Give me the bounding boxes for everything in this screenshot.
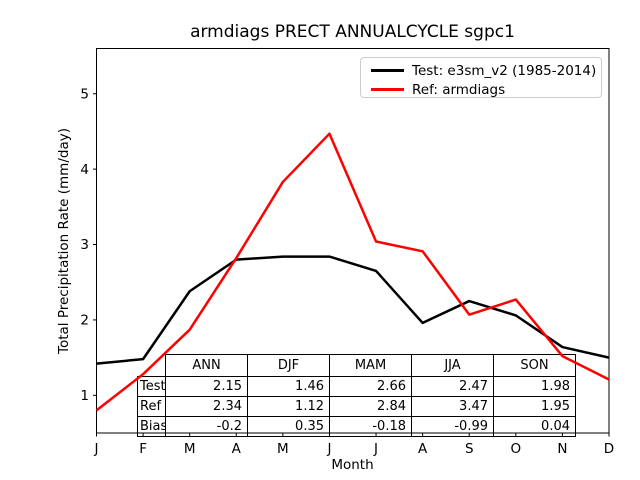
table-cell: 2.15 — [165, 376, 248, 397]
chart-title: armdiags PRECT ANNUALCYCLE sgpc1 — [190, 22, 515, 42]
table-cell: 2.84 — [329, 396, 412, 417]
x-tick-label: F — [139, 441, 147, 457]
table-row-label: Ref — [137, 396, 166, 417]
table-row-bias: Bias -0.2 0.35 -0.18 -0.99 0.04 — [137, 416, 576, 437]
table-header-row: ANN DJF MAM JJA SON — [138, 354, 576, 377]
table-row-ref: Ref 2.34 1.12 2.84 3.47 1.95 — [137, 396, 576, 417]
table-corner-cell — [138, 355, 166, 377]
x-axis-label: Month — [331, 457, 374, 473]
seasonal-stats-table: ANN DJF MAM JJA SON Test 2.15 1.46 2.66 … — [137, 354, 576, 437]
table-cell: -0.99 — [411, 416, 494, 437]
x-tick-label: D — [604, 441, 614, 457]
table-cell: 0.04 — [493, 416, 576, 437]
table-cell: 3.47 — [411, 396, 494, 417]
x-tick-label: N — [557, 441, 567, 457]
table-header-son: SON — [493, 354, 576, 377]
table-cell: 1.98 — [493, 376, 576, 397]
y-tick-label: 1 — [80, 388, 89, 404]
table-header-jja: JJA — [411, 354, 494, 377]
legend-line-sample-test — [371, 69, 404, 72]
table-cell: 2.66 — [329, 376, 412, 397]
table-cell: -0.18 — [329, 416, 412, 437]
x-tick-label: A — [232, 441, 242, 457]
table-header-ann: ANN — [165, 354, 248, 377]
table-cell: 2.47 — [411, 376, 494, 397]
legend-line-sample-ref — [371, 88, 404, 91]
legend-item-test: Test: e3sm_v2 (1985-2014) — [371, 61, 601, 80]
legend-item-ref: Ref: armdiags — [371, 80, 601, 99]
x-tick-label: M — [277, 441, 289, 457]
x-tick-label: S — [465, 441, 474, 457]
table-cell: 0.35 — [247, 416, 330, 437]
series-line-test — [96, 255, 610, 365]
y-axis-label: Total Precipitation Rate (mm/day) — [56, 128, 72, 354]
table-cell: -0.2 — [165, 416, 248, 437]
x-tick-label: M — [184, 441, 196, 457]
y-tick-label: 4 — [80, 162, 89, 178]
y-tick-label: 2 — [80, 313, 89, 329]
x-tick-label: J — [373, 441, 378, 457]
legend-label-ref: Ref: armdiags — [412, 81, 506, 98]
table-cell: 1.95 — [493, 396, 576, 417]
table-row-label: Bias — [137, 416, 166, 437]
table-cell: 1.46 — [247, 376, 330, 397]
table-cell: 2.34 — [165, 396, 248, 417]
table-row-test: Test 2.15 1.46 2.66 2.47 1.98 — [137, 376, 576, 397]
x-tick-label: A — [418, 441, 428, 457]
table-row-label: Test — [137, 376, 166, 397]
x-tick-label: J — [94, 441, 99, 457]
table-cell: 1.12 — [247, 396, 330, 417]
y-tick-label: 5 — [80, 86, 89, 102]
table-header-mam: MAM — [329, 354, 412, 377]
x-tick-label: O — [510, 441, 521, 457]
y-tick-label: 3 — [80, 237, 89, 253]
legend: Test: e3sm_v2 (1985-2014) Ref: armdiags — [360, 57, 602, 98]
legend-label-test: Test: e3sm_v2 (1985-2014) — [412, 62, 597, 79]
table-header-djf: DJF — [247, 354, 330, 377]
x-tick-label: J — [326, 441, 331, 457]
